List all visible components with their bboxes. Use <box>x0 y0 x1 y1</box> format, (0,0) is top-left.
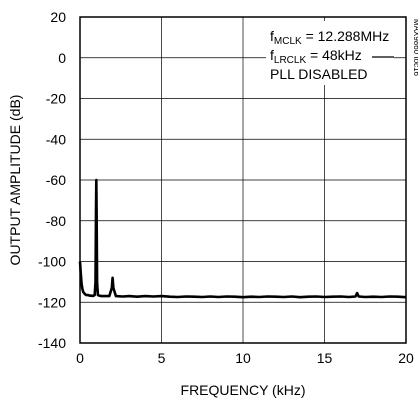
y-tick-label: -80 <box>46 213 66 229</box>
x-tick-label: 0 <box>76 350 84 366</box>
x-tick-labels: 0 5 10 15 20 <box>76 350 414 366</box>
figure-id: MAX9860 toc16 <box>412 19 418 76</box>
y-tick-label: -120 <box>38 294 66 310</box>
y-tick-label: -20 <box>46 91 66 107</box>
y-tick-label: -140 <box>38 335 66 351</box>
x-tick-label: 5 <box>158 350 166 366</box>
y-tick-labels: 20 0 -20 -40 -60 -80 -100 -120 -140 <box>38 9 66 351</box>
y-tick-label: -60 <box>46 172 66 188</box>
x-axis-title: FREQUENCY (kHz) <box>181 382 306 398</box>
x-tick-label: 20 <box>398 350 414 366</box>
x-tick-label: 15 <box>317 350 333 366</box>
y-axis-title: OUTPUT AMPLITUDE (dB) <box>7 95 23 266</box>
x-tick-label: 10 <box>235 350 251 366</box>
y-tick-label: 20 <box>50 9 66 25</box>
y-tick-label: 0 <box>58 50 66 66</box>
y-tick-label: -40 <box>46 131 66 147</box>
y-tick-label: -100 <box>38 254 66 270</box>
annotation-pll: PLL DISABLED <box>270 66 368 82</box>
